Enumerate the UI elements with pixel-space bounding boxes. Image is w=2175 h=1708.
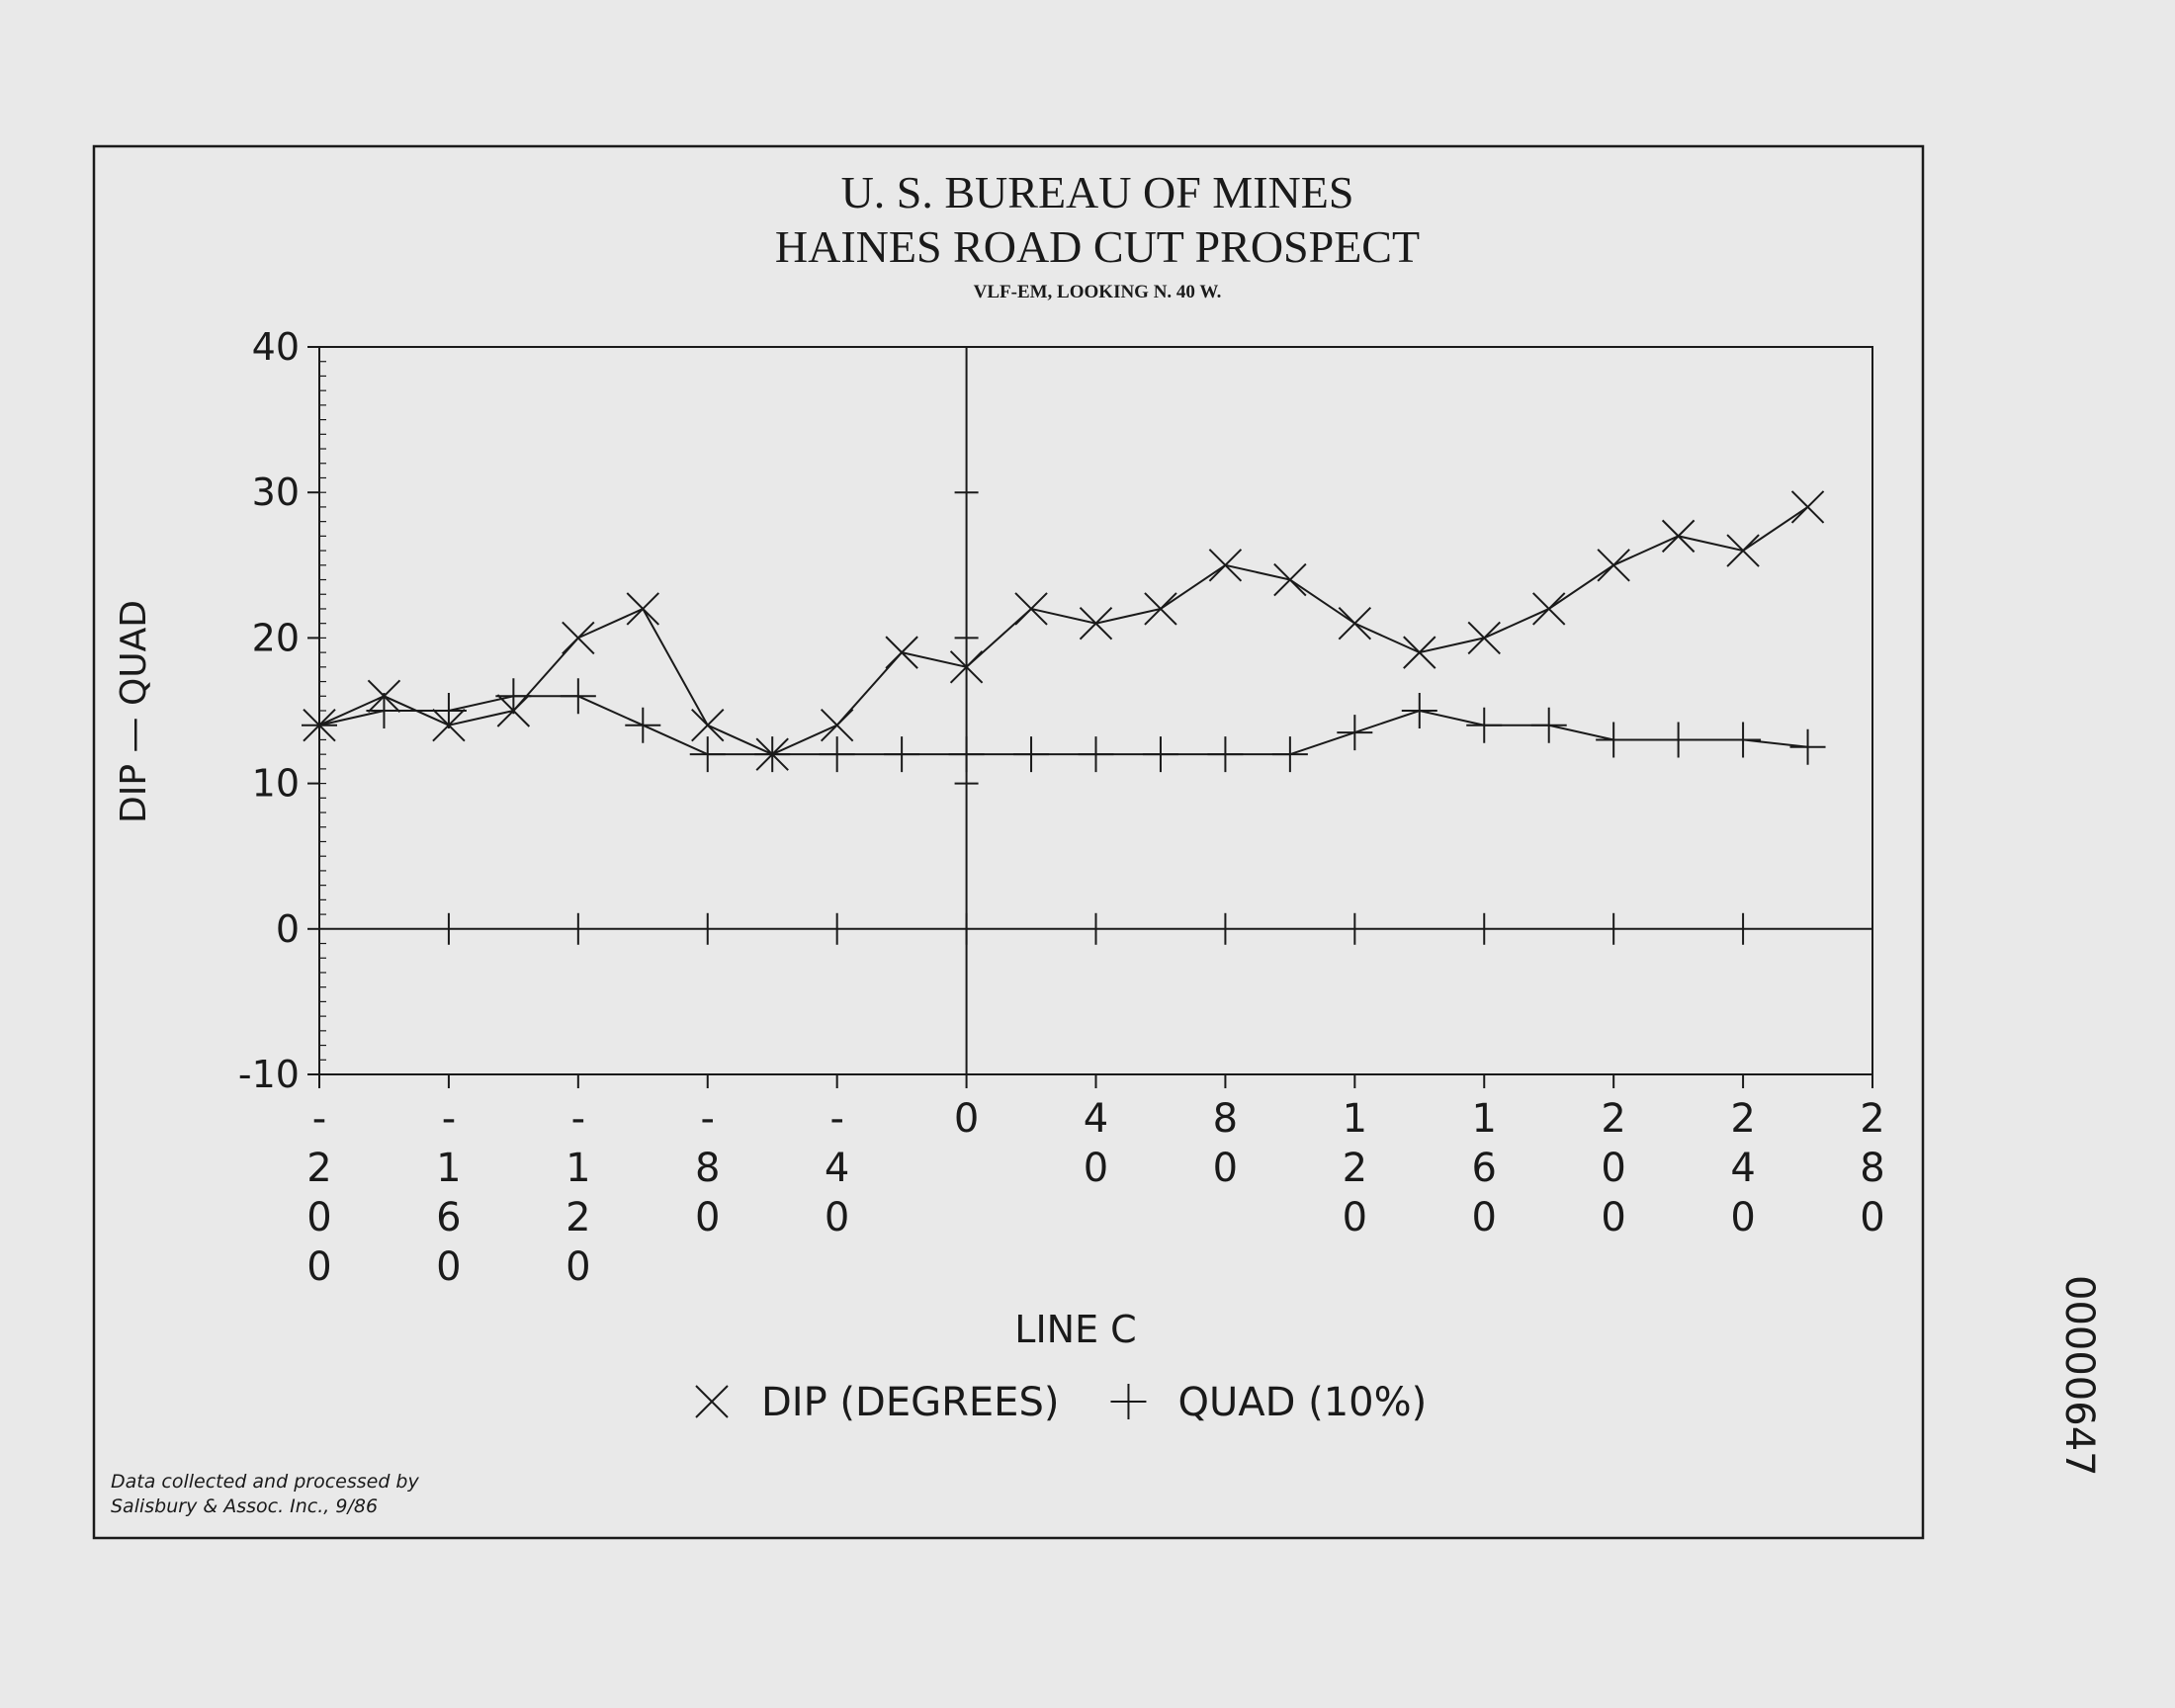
x-tick-label: 200 [1591,1096,1636,1244]
y-tick-label: 10 [252,762,300,806]
x-tick-label: -80 [685,1096,731,1244]
dip-marker [1467,621,1501,655]
chart-subtitle: HAINES ROAD CUT PROSPECT [775,221,1420,272]
quad-marker [1596,722,1632,758]
y-tick-label: 30 [252,470,300,514]
chart-note: VLF-EM, LOOKING N. 40 W. [974,282,1222,302]
quad-marker [1789,728,1826,765]
dip-marker [691,709,725,742]
quad-marker [884,736,920,773]
dip-marker [1726,534,1760,567]
legend-marker [695,1385,729,1418]
dip-marker [562,621,595,655]
y-tick-label: 20 [252,616,300,659]
dip-marker [820,709,854,742]
dip-marker [885,636,918,669]
dip-marker [1403,636,1436,669]
dip-marker [949,650,984,684]
legend-label: QUAD (10%) [1177,1380,1427,1425]
credit-line: Data collected and processed by [111,1471,419,1493]
quad-marker [1142,736,1178,773]
dip-marker [1532,592,1566,626]
x-tick-label: 40 [1074,1096,1119,1195]
quad-marker [1401,693,1437,728]
y-tick-label: 40 [252,325,300,369]
quad-marker [819,736,855,773]
y-tick-label: 0 [276,907,300,951]
x-tick-label: 240 [1720,1096,1766,1244]
quad-marker [1207,736,1244,773]
quad-marker [430,693,467,728]
quad-marker [495,678,532,715]
x-tick-label: 280 [1850,1096,1895,1244]
x-tick-label: -160 [426,1096,472,1294]
dip-marker [1597,549,1630,582]
y-tick-label: -10 [238,1053,300,1096]
dip-marker [1014,592,1048,626]
quad-marker [560,678,596,715]
quad-marker [1078,736,1114,773]
quad-marker [1337,715,1373,751]
x-tick-label: -200 [297,1096,342,1294]
x-tick-label: -120 [556,1096,601,1294]
quad-marker [1530,707,1567,743]
quad-marker [1660,722,1696,758]
quad-marker [302,707,337,743]
x-tick-label: -40 [815,1096,860,1244]
quad-marker [366,693,402,728]
dip-marker [1273,562,1307,597]
credit-line: Salisbury & Assoc. Inc., 9/86 [111,1495,378,1517]
dip-marker [1661,519,1696,554]
quad-marker [1013,736,1050,773]
x-tick-label: 160 [1461,1096,1507,1244]
x-axis-label: LINE C [1014,1308,1136,1351]
chart-title: U. S. BUREAU OF MINES [841,167,1354,217]
dip-marker [1790,490,1825,524]
quad-marker [1466,707,1503,743]
frame [92,144,1925,1540]
legend-label: DIP (DEGREES) [761,1380,1059,1425]
x-tick-label: 0 [944,1096,990,1146]
quad-marker [1271,736,1308,773]
quad-marker [689,736,726,773]
quad-marker [625,707,661,743]
quad-marker [1725,722,1762,758]
document-stamp: 00000647 [2056,1275,2102,1477]
quad-marker [754,736,791,773]
dip-marker [1208,549,1243,582]
dip-marker [626,592,659,626]
dip-marker [1144,592,1177,626]
x-tick-label: 80 [1202,1096,1248,1195]
quad-marker [948,736,985,773]
legend-marker [1110,1384,1147,1419]
dip-marker [1079,606,1113,640]
dip-marker [1338,606,1372,640]
y-axis-label: DIP — QUAD [114,600,154,823]
x-tick-label: 120 [1332,1096,1377,1244]
